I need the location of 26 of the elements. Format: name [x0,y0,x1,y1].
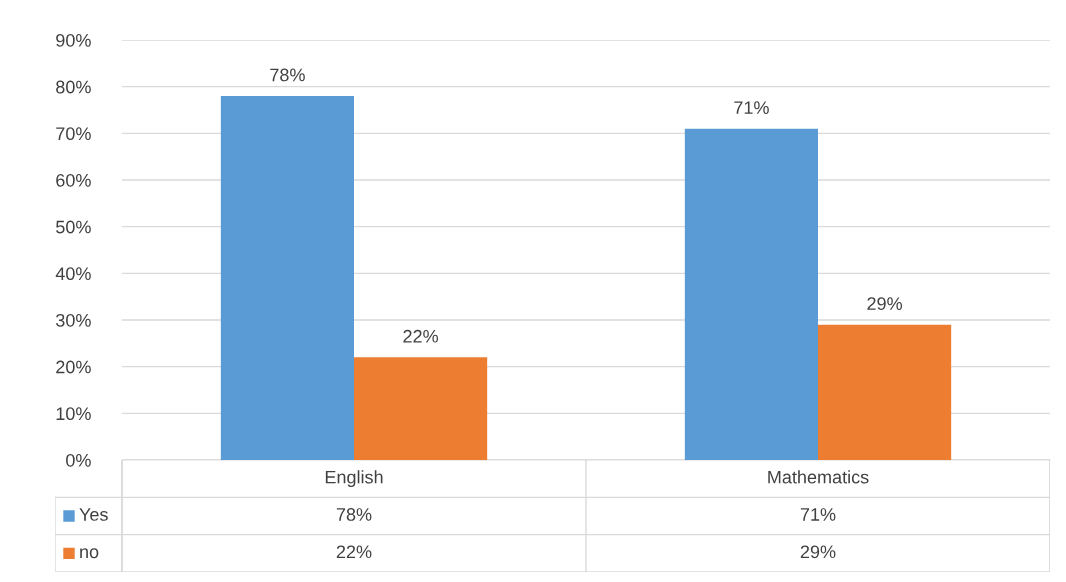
y-tick-label: 80% [56,80,91,94]
x-tick-label: Mathematics [768,470,869,484]
x-tick-label: English [325,470,383,488]
text: 29% [867,297,903,310]
y-tick-label: 60% [56,173,91,187]
y-tick-label: 0% [66,453,91,467]
data-label: 22% [336,545,372,559]
text: 22% [403,329,439,343]
data-label: 78% [336,508,372,521]
bar [354,357,488,460]
text: 78% [270,68,305,82]
y-tick-label: 20% [56,360,91,374]
legend-label: no [80,548,99,559]
data-label: 29% [800,545,836,559]
text: 71% [734,101,769,114]
y-tick-label: 10% [56,407,91,421]
y-tick-label: 30% [56,313,91,327]
bar [818,324,952,460]
y-tick-label: 70% [56,127,91,141]
legend-label: Yes [79,508,108,521]
y-tick-label: 50% [56,220,91,234]
bar [220,96,354,460]
y-tick-label: 90% [56,33,91,47]
data-label: 71% [800,508,836,521]
bar [684,128,818,460]
y-tick-label: 40% [55,267,91,281]
